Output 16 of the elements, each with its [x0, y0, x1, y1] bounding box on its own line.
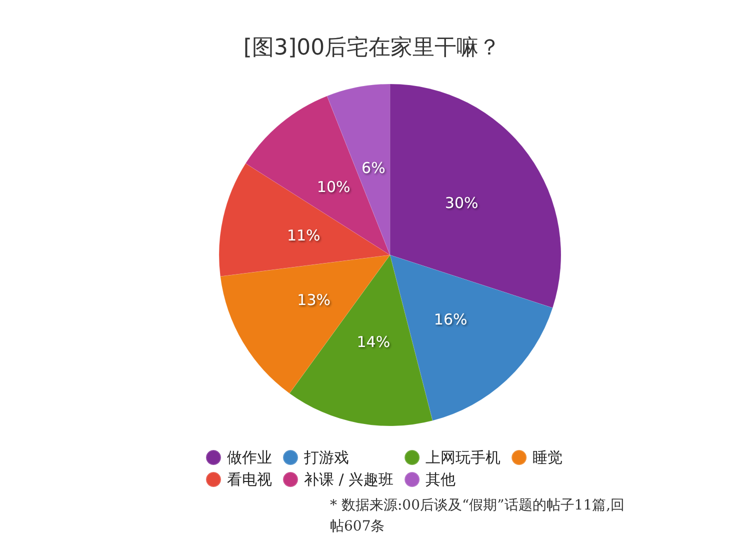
legend-label: 其他	[426, 470, 456, 488]
data-label: 30%	[444, 194, 478, 212]
legend-label: 打游戏	[303, 448, 349, 466]
data-label: 13%	[297, 291, 330, 310]
legend-label: 上网玩手机	[426, 448, 501, 466]
data-label: 16%	[434, 310, 468, 329]
legend-label: 睡觉	[532, 448, 563, 466]
data-label: 10%	[316, 178, 350, 196]
chart-title: [图3]00后宅在家里干嘛？	[243, 36, 501, 60]
data-label: 11%	[286, 226, 320, 245]
text: * 数据来源:00后谈及“假期”话题的帖子11篇,回帖607条	[330, 498, 625, 534]
data-label: 6%	[362, 159, 386, 178]
legend-label: 做作业	[227, 448, 272, 466]
legend-label: 补课 / 兴趣班	[304, 470, 394, 488]
legend-label: 看电视	[227, 470, 272, 488]
data-label: 14%	[356, 332, 390, 351]
